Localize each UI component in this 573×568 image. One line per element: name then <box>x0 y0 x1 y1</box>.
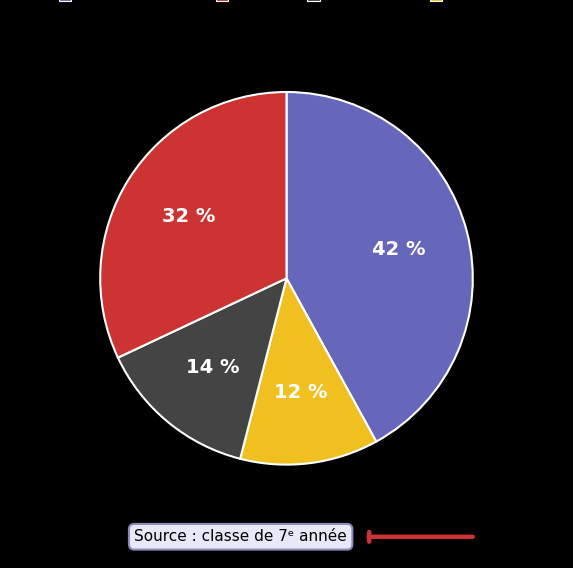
Wedge shape <box>240 278 376 465</box>
Text: 14 %: 14 % <box>186 358 240 377</box>
Wedge shape <box>100 92 286 358</box>
Text: Source : classe de 7ᵉ année: Source : classe de 7ᵉ année <box>134 529 347 544</box>
Wedge shape <box>286 92 473 441</box>
Text: 42 %: 42 % <box>372 240 425 259</box>
Text: 12 %: 12 % <box>274 383 328 402</box>
Legend: Environnement, Santé, Nourriture, Économie: Environnement, Santé, Nourriture, Économ… <box>53 0 520 8</box>
Text: 32 %: 32 % <box>162 207 215 226</box>
Wedge shape <box>118 278 286 459</box>
